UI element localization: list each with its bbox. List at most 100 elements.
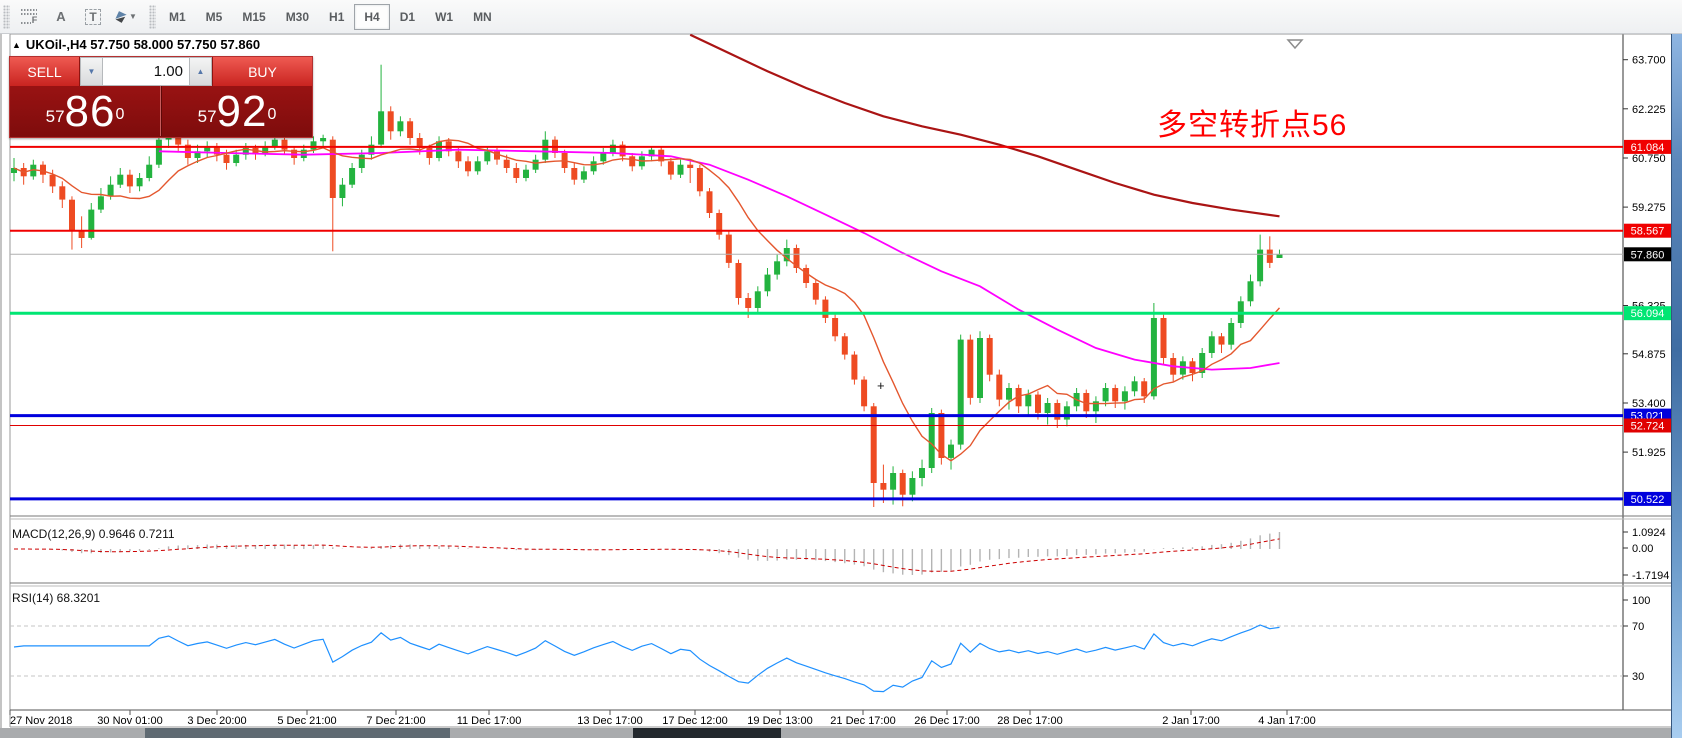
candle	[696, 168, 703, 192]
candle	[1083, 393, 1090, 412]
sell-button[interactable]: SELL	[10, 57, 80, 86]
svg-text:59.275: 59.275	[1632, 202, 1666, 214]
timeframe-m5[interactable]: M5	[205, 9, 223, 24]
candle	[1160, 318, 1167, 358]
fibonacci-tool-button[interactable]: F	[15, 4, 43, 30]
rsi-line	[13, 624, 1280, 693]
candle	[107, 184, 114, 197]
candle	[30, 164, 37, 177]
buy-price[interactable]: 57 92 0	[161, 86, 312, 136]
toolbar-grip[interactable]	[149, 4, 156, 29]
candle	[358, 154, 365, 168]
sell-price[interactable]: 57 86 0	[10, 86, 161, 136]
svg-text:0.00: 0.00	[1632, 543, 1653, 555]
candle	[11, 168, 17, 173]
timeframe-m30[interactable]: M30	[285, 9, 310, 24]
date-label: 7 Dec 21:00	[366, 715, 425, 727]
candle	[387, 111, 394, 132]
price-tag: 61.084	[1624, 139, 1671, 154]
candle	[329, 139, 336, 198]
candle	[426, 148, 433, 158]
candle	[677, 164, 684, 175]
date-axis[interactable]: 27 Nov 2018 30 Nov 01:00 3 Dec 20:00 5 Dec …	[9, 710, 1316, 727]
timeframe-h4[interactable]: H4	[354, 3, 390, 30]
pane-borders	[0, 33, 1682, 738]
candle	[146, 164, 153, 178]
volume-input[interactable]	[103, 57, 189, 86]
volume-increase-button[interactable]: ▲	[189, 57, 212, 86]
candle	[1063, 406, 1070, 420]
date-label: 4 Jan 17:00	[1258, 715, 1316, 727]
buy-button[interactable]: BUY	[212, 57, 312, 86]
candle	[812, 283, 819, 300]
svg-text:70: 70	[1632, 621, 1644, 633]
candle	[764, 274, 771, 292]
svg-text:1.0924: 1.0924	[1632, 527, 1666, 539]
symbol-ohlc-text: UKOil-,H4 57.750 58.000 57.750 57.860	[25, 37, 261, 52]
timeframe-h1[interactable]: H1	[329, 9, 345, 24]
svg-text:53.400: 53.400	[1632, 398, 1666, 410]
candle	[851, 354, 858, 380]
rsi-label: RSI(14) 68.3201	[12, 591, 100, 605]
candle	[648, 149, 655, 157]
candle	[600, 153, 607, 162]
candle	[841, 336, 848, 355]
candle	[407, 121, 414, 138]
candle	[349, 168, 356, 185]
toolbar-grip[interactable]	[3, 4, 10, 29]
plus-marker[interactable]: +	[877, 378, 885, 393]
date-label: 28 Dec 17:00	[997, 715, 1062, 727]
timeframe-m1[interactable]: M1	[169, 9, 186, 24]
candle	[368, 144, 375, 155]
price-tag: 50.522	[1624, 491, 1671, 506]
arrows-tool-button[interactable]: ▼	[111, 4, 139, 30]
candle	[716, 213, 723, 235]
candle	[1199, 353, 1206, 373]
date-label: 11 Dec 17:00	[457, 715, 522, 727]
volume-decrease-button[interactable]: ▼	[80, 57, 103, 86]
candle	[1228, 323, 1235, 345]
candle	[1141, 381, 1148, 397]
macd-pane: MACD(12,26,9) 0.9646 0.7211 1.0924 0.00 -1.…	[12, 527, 1669, 582]
candle	[69, 199, 75, 232]
candle	[242, 148, 249, 155]
candles-layer	[11, 64, 1283, 507]
text-tool-button[interactable]: A	[47, 4, 75, 30]
taskbar-strip	[0, 728, 1682, 738]
candle	[1247, 281, 1254, 302]
candle	[1006, 388, 1012, 400]
date-label: 26 Dec 17:00	[914, 715, 979, 727]
timeframe-w1[interactable]: W1	[435, 9, 454, 24]
candle	[1015, 388, 1022, 407]
chart-annotation: 多空转折点56	[1157, 109, 1348, 142]
candle	[580, 171, 587, 180]
candle	[281, 139, 288, 150]
macd-signal-line	[14, 538, 1280, 572]
candle	[928, 413, 935, 468]
candle	[957, 339, 964, 445]
rsi-pane: RSI(14) 68.3201 100 70 30	[10, 591, 1650, 693]
svg-text:50.522: 50.522	[1631, 494, 1665, 506]
chart-shift-icon[interactable]	[1286, 39, 1304, 50]
candle	[687, 164, 694, 168]
candle	[233, 154, 240, 163]
candle	[977, 338, 983, 398]
level-lines	[10, 145, 1623, 501]
date-label: 3 Dec 20:00	[187, 715, 246, 727]
candle	[735, 263, 742, 298]
candle	[503, 159, 510, 168]
timeframe-mn[interactable]: MN	[473, 9, 492, 24]
svg-text:-1.7194: -1.7194	[1632, 570, 1669, 582]
candle	[117, 174, 124, 185]
candle	[88, 209, 95, 238]
candle	[629, 156, 636, 167]
candle	[571, 168, 578, 180]
timeframe-m15[interactable]: M15	[242, 9, 266, 24]
label-tool-button[interactable]: T	[79, 4, 107, 30]
candle	[909, 478, 916, 495]
candle	[667, 161, 674, 175]
candle	[919, 468, 925, 478]
date-label: 30 Nov 01:00	[97, 715, 162, 727]
timeframe-d1[interactable]: D1	[399, 9, 416, 24]
